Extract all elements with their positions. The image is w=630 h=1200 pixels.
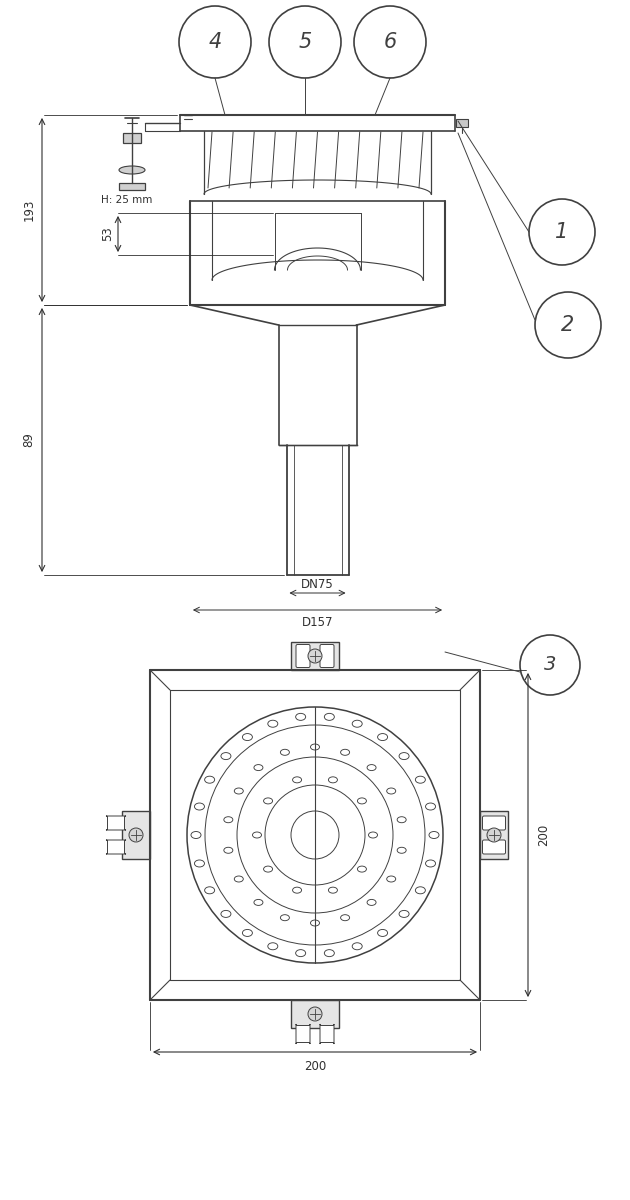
Text: 4: 4 [209,32,222,52]
Text: 200: 200 [304,1060,326,1073]
Circle shape [129,828,143,842]
FancyBboxPatch shape [106,840,126,854]
Text: DN75: DN75 [301,578,334,592]
Circle shape [487,828,501,842]
Bar [291,642,339,670]
FancyBboxPatch shape [483,840,505,854]
Text: 3: 3 [544,655,556,674]
Text: 1: 1 [556,222,569,242]
Text: 89: 89 [23,432,35,448]
FancyBboxPatch shape [320,1024,334,1044]
Circle shape [520,635,580,695]
Bar [456,119,468,127]
Ellipse shape [119,166,145,174]
Text: 2: 2 [561,314,575,335]
Text: 5: 5 [299,32,312,52]
Text: D157: D157 [302,616,333,629]
Circle shape [535,292,601,358]
FancyBboxPatch shape [320,644,334,667]
Text: 200: 200 [537,824,551,846]
FancyBboxPatch shape [106,816,126,830]
Circle shape [308,1007,322,1021]
Bar [122,811,150,859]
Text: H: 25 mm: H: 25 mm [101,194,152,205]
Bar [123,133,141,143]
Bar [291,1000,339,1028]
Circle shape [529,199,595,265]
Circle shape [354,6,426,78]
FancyBboxPatch shape [296,1024,310,1044]
Bar [119,182,145,190]
FancyBboxPatch shape [296,644,310,667]
Text: 193: 193 [23,199,35,221]
Circle shape [179,6,251,78]
Circle shape [269,6,341,78]
Text: 53: 53 [101,227,115,241]
Circle shape [308,649,322,662]
Bar [480,811,508,859]
Text: 6: 6 [384,32,397,52]
FancyBboxPatch shape [483,816,505,830]
